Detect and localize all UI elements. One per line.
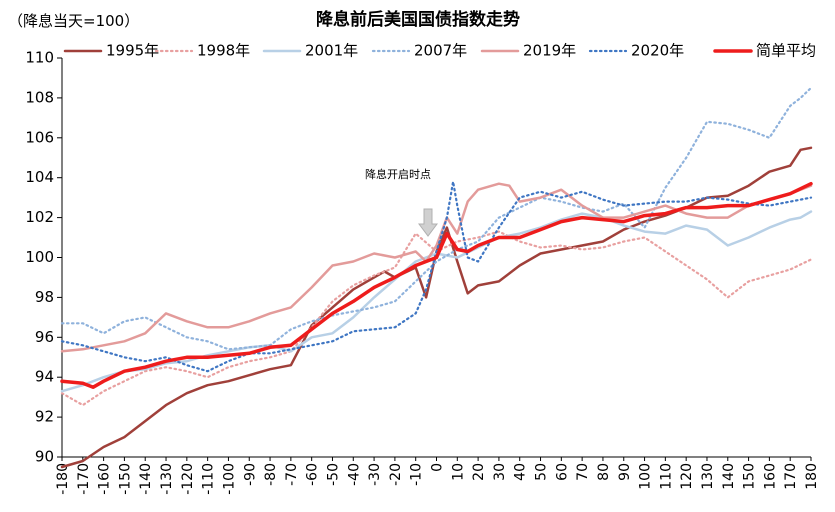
x-tick-label: 20 [471, 463, 487, 481]
legend-label-0: 1995年 [106, 42, 159, 60]
x-tick-label: -140 [138, 463, 154, 495]
x-tick-label: -20 [388, 463, 404, 486]
chart-title: 降息前后美国国债指数走势 [316, 9, 520, 30]
x-tick-label: -40 [346, 463, 362, 486]
y-tick-label: 110 [25, 49, 54, 67]
x-tick-label: -30 [367, 463, 383, 486]
x-tick-label: -70 [284, 463, 300, 486]
y-ticks: 90 92 94 96 98 100 102 104 106 108 110 [25, 49, 62, 466]
series-line-6 [60, 181, 813, 389]
x-tick-label: 0 [430, 463, 446, 472]
x-tick-label: -10 [409, 463, 425, 486]
y-tick-label: 102 [25, 208, 54, 226]
y-tick-label: 96 [35, 328, 54, 346]
x-ticks: -180 -170 -160 -150 -140 -130 -120 -110 -100 -90-… [55, 457, 820, 495]
legend-label-2: 2001年 [305, 42, 358, 60]
x-tick-label: 150 [742, 463, 758, 490]
x-tick-label: 40 [513, 463, 529, 481]
series-line-0 [60, 146, 813, 469]
y-tick-label: 104 [25, 168, 54, 186]
y-tick-label: 90 [35, 448, 54, 466]
x-tick-label: -180 [55, 463, 71, 495]
chart-subtitle: （降息当天=100） [8, 12, 139, 30]
x-tick-label: 130 [700, 463, 716, 490]
y-tick-label: 94 [35, 368, 54, 386]
x-tick-label: -100 [221, 463, 237, 495]
x-tick-label: 160 [762, 463, 778, 490]
y-tick-label: 106 [25, 128, 54, 146]
y-tick-label: 100 [25, 248, 54, 266]
x-tick-label: 60 [554, 463, 570, 481]
x-tick-label: 50 [534, 463, 550, 481]
x-tick-label: 110 [658, 463, 674, 490]
x-tick-label: 30 [492, 463, 508, 481]
legend-label-6: 简单平均 [756, 42, 816, 60]
x-tick-label: 180 [804, 463, 820, 490]
x-tick-label: -160 [97, 463, 113, 495]
x-tick-label: 80 [596, 463, 612, 481]
series-line-3 [60, 86, 813, 351]
x-tick-label: 100 [638, 463, 654, 490]
legend-label-4: 2019年 [523, 42, 576, 60]
x-tick-label: 140 [721, 463, 737, 490]
series-layer [60, 86, 813, 469]
legend-label-5: 2020年 [631, 42, 684, 60]
x-tick-label: -130 [159, 463, 175, 495]
x-tick-label: -50 [325, 463, 341, 486]
annotation-label: 降息开启时点 [365, 167, 431, 181]
x-tick-label: -90 [242, 463, 258, 486]
legend-label-3: 2007年 [414, 42, 467, 60]
x-tick-label: 10 [450, 463, 466, 481]
x-tick-label: -110 [201, 463, 217, 495]
x-tick-label: 90 [617, 463, 633, 481]
x-tick-label: 170 [783, 463, 799, 490]
legend: 1995年 1998年 2001年 2007年 2019年 2020年 简单平均 [63, 42, 816, 60]
x-tick-label: -170 [76, 463, 92, 495]
annotation: 降息开启时点 [365, 167, 438, 237]
x-tick-label: -150 [117, 463, 133, 495]
legend-label-1: 1998年 [197, 42, 250, 60]
x-tick-label: 70 [575, 463, 591, 481]
x-tick-label: -120 [180, 463, 196, 495]
series-line-5 [60, 180, 813, 373]
x-tick-label: 120 [679, 463, 695, 490]
y-tick-label: 108 [25, 88, 54, 106]
x-tick-label: -80 [263, 463, 279, 486]
series-line-2 [60, 210, 813, 393]
y-tick-label: 92 [35, 408, 54, 426]
x-tick-label: -60 [305, 463, 321, 486]
annotation-arrow [418, 208, 438, 237]
y-tick-label: 98 [35, 288, 54, 306]
